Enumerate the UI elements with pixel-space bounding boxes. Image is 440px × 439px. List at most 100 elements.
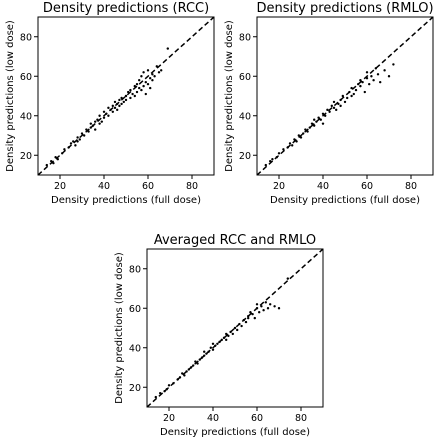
data-point [288,142,292,145]
data-point [317,116,320,119]
data-point [142,71,145,74]
data-point [209,346,212,349]
data-point [302,132,305,135]
data-point [339,98,342,102]
data-point [61,152,64,155]
data-point [203,350,206,353]
data-point [271,158,274,161]
data-point [266,307,270,310]
data-point [167,384,171,387]
data-point [98,122,101,125]
data-point [102,116,106,119]
data-point [310,122,314,125]
data-point [359,79,362,82]
plot-frame [146,248,324,408]
data-point [236,328,239,332]
data-point [74,144,77,147]
data-point [50,159,53,163]
data-point [205,352,208,355]
data-point [308,126,311,129]
data-point [229,330,232,334]
data-point [146,82,150,86]
data-point [207,350,210,353]
data-point [56,158,59,161]
data-point [113,106,117,110]
data-point [89,126,93,129]
data-point [120,102,123,106]
y-tick-label: 40 [239,111,251,122]
y-tick-label: 80 [129,264,141,275]
data-point [247,314,250,318]
data-point [144,80,147,84]
data-point [140,88,143,92]
data-point [100,120,104,123]
data-point [365,77,369,80]
plot-frame [256,16,434,176]
data-point [368,82,371,86]
data-point [321,122,325,125]
data-point [105,112,108,115]
data-point [273,305,276,308]
data-point [98,114,101,117]
data-point [178,376,182,379]
data-point [200,356,204,359]
data-point [260,305,263,308]
data-point [357,82,360,86]
data-point [52,161,55,165]
data-point [198,358,201,361]
data-point [249,311,252,314]
data-point [275,156,278,159]
x-tick-label: 20 [273,181,285,192]
data-point [122,100,126,104]
data-point [149,86,152,90]
data-point [341,94,344,98]
data-point [140,75,143,78]
data-point [379,80,382,84]
data-point [286,146,289,149]
data-point [111,104,115,108]
y-tick-label: 60 [129,304,141,315]
data-point [295,140,298,143]
data-point [135,82,139,86]
data-point [76,136,79,139]
data-point [332,106,336,110]
data-point [313,118,316,121]
data-point [109,108,112,112]
data-point [354,88,358,92]
data-point [262,309,265,312]
data-point [96,118,99,121]
data-point [159,391,162,395]
x-tick-label: 40 [98,181,110,192]
data-point [251,312,254,316]
data-point [142,84,145,88]
data-point [332,100,336,104]
x-tick-label: 60 [251,413,263,424]
y-tick-label: 40 [20,111,32,122]
data-point [94,120,97,123]
data-point [227,334,230,338]
data-point [264,301,267,304]
data-point [233,326,237,330]
data-point [133,94,136,98]
scatter-panel-2: Density predictions (RMLO) 20 40 60 80 20 40 60… [224,1,434,206]
data-point [361,80,364,84]
data-point [350,86,353,90]
chart-title: Density predictions (RCC) [43,1,209,16]
data-point [107,114,110,117]
data-point [238,322,241,326]
x-tick-label: 40 [317,181,329,192]
data-point [211,342,215,345]
data-point [194,360,197,363]
data-point [176,378,179,381]
y-tick-label: 80 [239,32,251,43]
data-point [196,362,199,365]
data-point [189,366,193,369]
data-point [335,108,338,112]
data-point [172,382,175,385]
data-point [319,118,322,121]
data-point [392,63,395,66]
data-point [111,110,115,114]
data-point [374,67,377,70]
data-point [383,69,386,72]
